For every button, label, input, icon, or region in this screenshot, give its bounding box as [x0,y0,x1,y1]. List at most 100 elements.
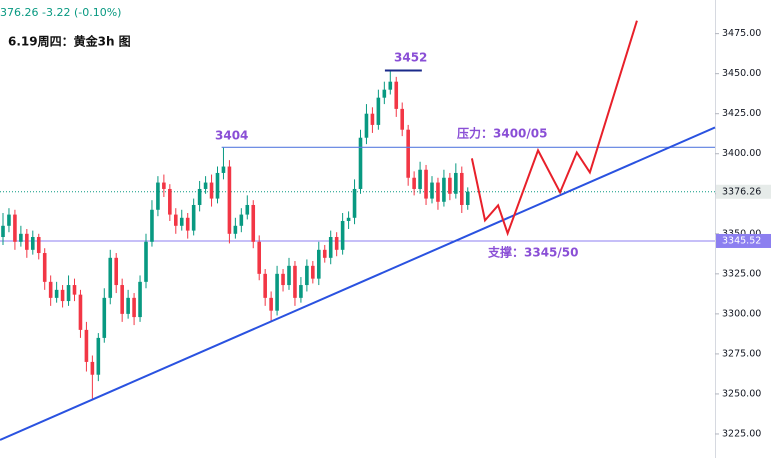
annotation: 3404 [215,129,248,143]
candle-body [257,241,262,274]
candle-body [197,188,202,205]
candle-body [162,182,166,189]
candle-body [376,97,381,125]
candle-body [328,237,333,258]
candle-body [84,329,89,362]
candle-body [436,182,440,202]
candle-body [233,225,238,234]
candle-body [60,289,65,302]
candle-body [299,285,303,298]
candle-body [442,177,446,202]
candle-body [454,172,458,194]
candle-body [72,285,77,295]
candle-body [316,249,321,279]
price-tag-label: 3345.52 [722,235,761,246]
candle-body [96,337,101,375]
candle-body [114,257,119,286]
candle-body [221,166,226,173]
overlay-line [470,20,638,237]
candle-body [459,172,464,205]
candle-body [126,297,130,314]
annotation: 支撑：3345/50 [487,245,578,260]
candle-body [346,217,351,221]
candle-body [36,237,41,254]
candle-body [25,233,29,250]
candle-body [251,204,256,242]
price-tag [716,233,771,248]
candle-body [173,214,178,226]
candle-body [448,177,452,194]
y-tick-label: 3250.00 [722,388,761,399]
candle-body [305,265,309,286]
candle-body [108,257,113,298]
candle-body [227,166,232,234]
candle-body [132,297,136,318]
candle-body [400,108,405,130]
candle-body [430,182,434,199]
candle-body [30,237,35,250]
candle-body [138,281,142,318]
candle-body [48,281,53,298]
candle-body [102,297,107,338]
candle-body [418,169,422,189]
y-tick-label: 3225.00 [722,428,761,439]
annotation: 3452 [394,51,427,65]
candle-body [78,294,83,330]
candle-body [239,214,244,226]
candle-body [150,209,154,242]
candle-body [54,289,59,298]
candle-body [263,273,267,298]
price-tag-label: 3376.26 [722,186,761,197]
candle-body [322,249,327,258]
candle-body [364,113,369,138]
candle-body [382,89,387,98]
candle-body [394,81,399,109]
candle-body [358,137,363,189]
candle-body [13,214,17,242]
candle-body [388,81,393,90]
candle-body [334,237,339,250]
price-tag [716,184,771,199]
candle-body [275,273,279,311]
candle-body [120,285,124,314]
candle-body [311,265,315,279]
y-tick-label: 3425.00 [722,108,761,119]
y-tick-label: 3300.00 [722,308,761,319]
y-tick-label: 3475.00 [722,28,761,39]
candle-body [19,233,23,242]
candle-body [179,217,184,226]
candle-body [7,214,11,226]
candle-body [281,273,285,286]
chart-title: 6.19周四：黄金3h 图 [8,34,131,49]
candle-body [203,182,208,189]
candle-body [352,188,357,218]
candle-body [406,129,410,178]
y-tick-label: 3325.00 [722,268,761,279]
header-quote: 376.26 -3.22 (-0.10%) [0,6,121,19]
annotation: 压力：3400/05 [457,126,547,141]
candle-body [156,182,160,210]
y-tick-label: 3400.00 [722,148,761,159]
candle-body [245,204,250,215]
candle-body [287,265,291,286]
overlay-line [0,126,716,441]
candle-body [424,169,428,199]
candle-body [168,188,172,215]
candle-body [465,191,470,205]
candle-body [42,253,47,282]
candle-body [191,204,196,231]
candle-body [293,265,297,298]
y-tick-label: 3350.00 [722,228,761,239]
candle-body [90,361,95,375]
candle-body [370,113,375,125]
candle-body [66,285,71,302]
y-tick-label: 3450.00 [722,68,761,79]
y-tick-label: 3275.00 [722,348,761,359]
candle-body [269,297,273,311]
candle-body [1,225,5,238]
candle-body [412,177,416,189]
candle-body [209,182,214,199]
candle-body [144,241,148,282]
